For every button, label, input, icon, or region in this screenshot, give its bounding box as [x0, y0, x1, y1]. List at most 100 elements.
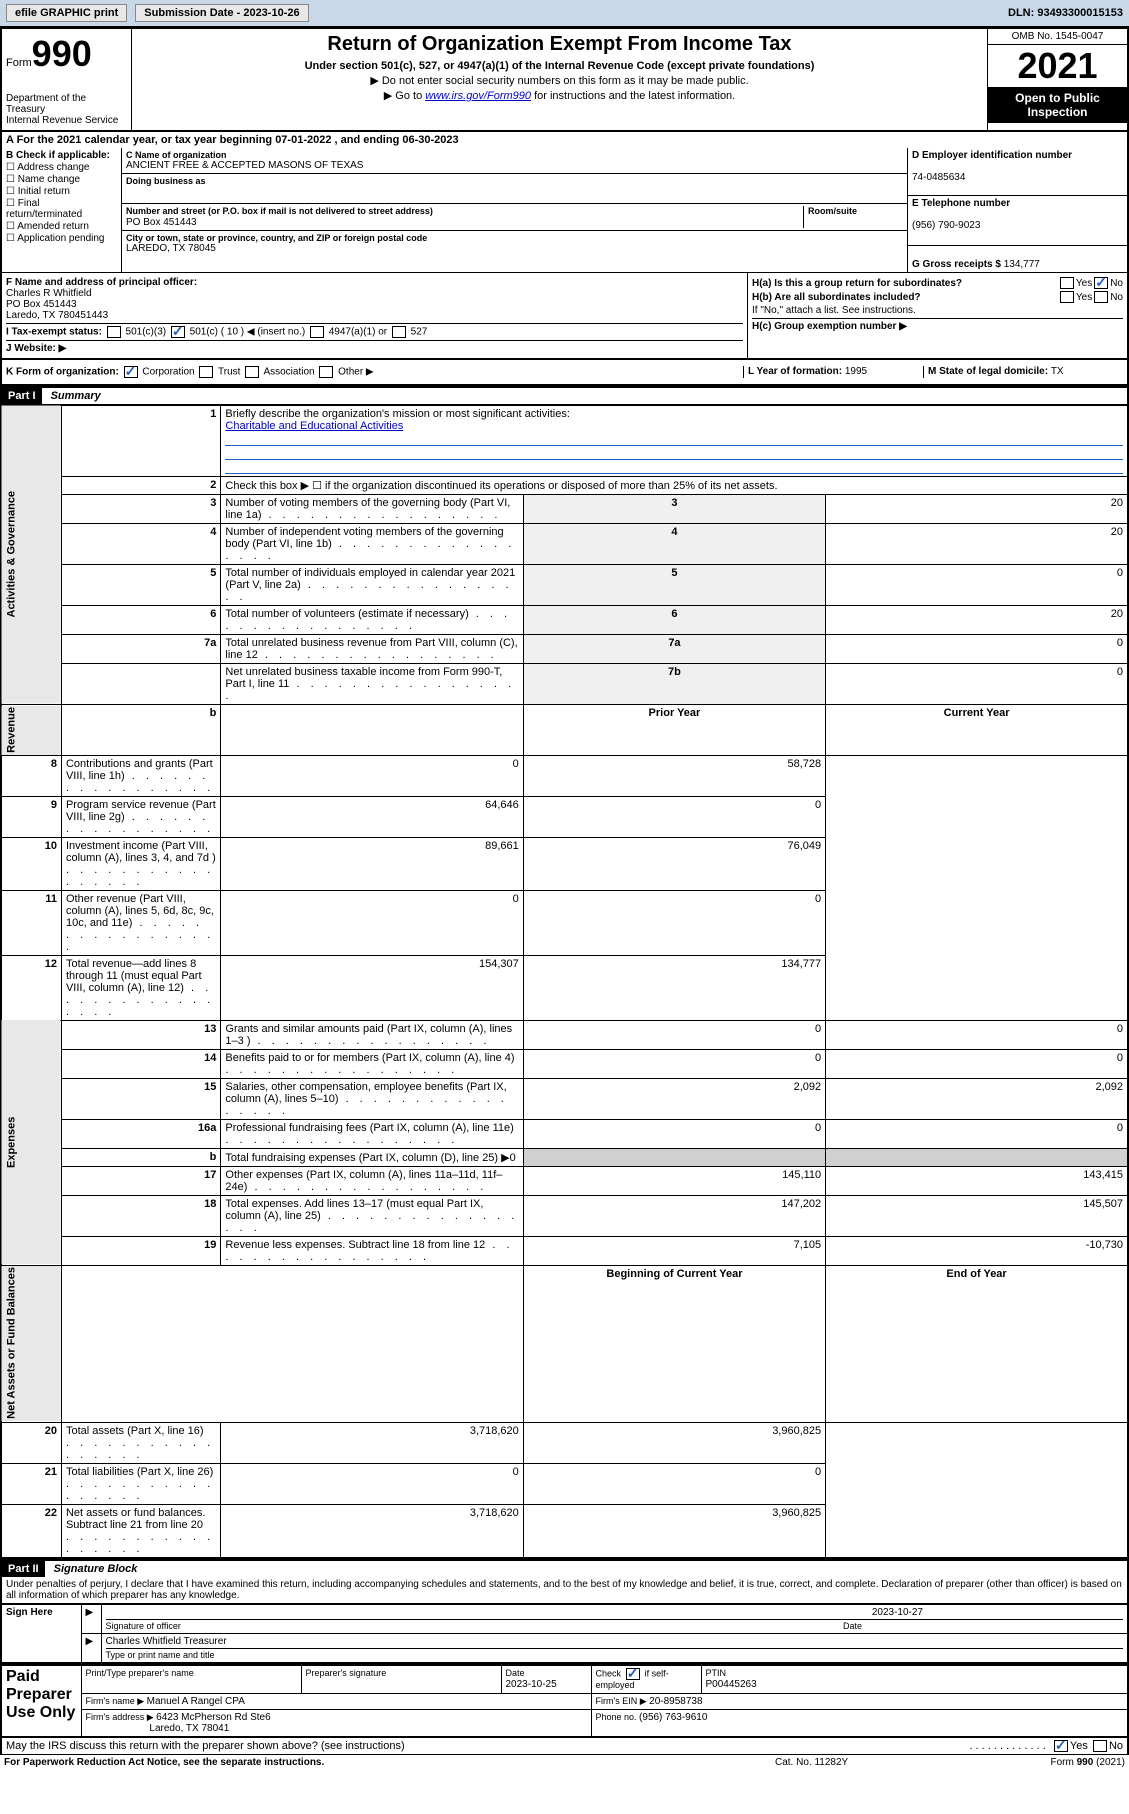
part1-header-row: Part I Summary	[0, 386, 1129, 404]
line1-text: Charitable and Educational Activities	[225, 420, 403, 432]
vtab-revenue: Revenue	[1, 705, 61, 756]
ha-no[interactable]	[1094, 277, 1108, 289]
line-desc: Total number of individuals employed in …	[221, 565, 523, 606]
irs-link[interactable]: www.irs.gov/Form990	[425, 90, 531, 102]
hb-no[interactable]	[1094, 291, 1108, 303]
header-center: Return of Organization Exempt From Incom…	[132, 29, 987, 130]
line-no: 4	[61, 524, 220, 565]
line-no: 6	[61, 606, 220, 635]
row-k: K Form of organization: Corporation Trus…	[0, 360, 1129, 386]
end-year-head: End of Year	[826, 1265, 1128, 1422]
form-word: Form	[6, 57, 32, 69]
instruction-2: ▶ Go to www.irs.gov/Form990 for instruct…	[136, 89, 983, 102]
org-name: ANCIENT FREE & ACCEPTED MASONS OF TEXAS	[126, 160, 903, 171]
chk-527[interactable]	[392, 326, 406, 338]
declaration-text: Under penalties of perjury, I declare th…	[0, 1577, 1129, 1603]
ein-value: 74-0485634	[912, 172, 965, 183]
row-a-tax-year: A For the 2021 calendar year, or tax yea…	[0, 132, 1129, 148]
chk-final-return[interactable]: ☐ Final return/terminated	[6, 198, 117, 220]
line-box: 7b	[523, 664, 825, 705]
column-b-checkboxes: B Check if applicable: ☐ Address change …	[2, 148, 122, 272]
omb-number: OMB No. 1545-0047	[988, 29, 1127, 45]
footer-right: Form 990 (2021)	[975, 1757, 1125, 1768]
chk-corp[interactable]	[124, 366, 138, 378]
section-fh: F Name and address of principal officer:…	[0, 272, 1129, 360]
column-h: H(a) Is this a group return for subordin…	[747, 273, 1127, 358]
sign-here-table: Sign Here ▶ 2023-10-27 Signature of offi…	[0, 1603, 1129, 1664]
e-phone-label: E Telephone number	[912, 198, 1010, 209]
part1-title: Summary	[45, 388, 107, 404]
line-value: 20	[826, 606, 1128, 635]
paid-preparer-table: Paid Preparer Use Only Print/Type prepar…	[0, 1664, 1129, 1738]
line-desc: Number of independent voting members of …	[221, 524, 523, 565]
c-street-label: Number and street (or P.O. box if mail i…	[126, 206, 433, 216]
org-street: PO Box 451443	[126, 217, 197, 228]
chk-assoc[interactable]	[245, 366, 259, 378]
part2-header: Part II	[2, 1561, 45, 1577]
prep-date-label: Date	[506, 1668, 525, 1678]
chk-other[interactable]	[319, 366, 333, 378]
chk-address-change[interactable]: ☐ Address change	[6, 162, 117, 173]
c-suite-label: Room/suite	[808, 206, 857, 216]
chk-initial-return[interactable]: ☐ Initial return	[6, 186, 117, 197]
chk-501c[interactable]	[171, 326, 185, 338]
m-value: TX	[1051, 366, 1064, 377]
section-bc: B Check if applicable: ☐ Address change …	[0, 148, 1129, 272]
ha-label: H(a) Is this a group return for subordin…	[752, 278, 1058, 289]
chk-4947[interactable]	[310, 326, 324, 338]
line-desc: Number of voting members of the governin…	[221, 495, 523, 524]
sign-here-label: Sign Here	[1, 1604, 81, 1663]
line-desc: Net unrelated business taxable income fr…	[221, 664, 523, 705]
chk-application-pending[interactable]: ☐ Application pending	[6, 233, 117, 244]
chk-501c3[interactable]	[107, 326, 121, 338]
chk-name-change[interactable]: ☐ Name change	[6, 174, 117, 185]
part2-title: Signature Block	[48, 1561, 144, 1577]
prep-date: 2023-10-25	[506, 1679, 557, 1690]
line-box: 3	[523, 495, 825, 524]
vtab-expenses: Expenses	[1, 1020, 61, 1265]
m-label: M State of legal domicile:	[928, 366, 1051, 377]
line-box: 5	[523, 565, 825, 606]
hb-note: If "No," attach a list. See instructions…	[752, 305, 916, 316]
current-year-head: Current Year	[826, 705, 1128, 756]
line-value: 0	[826, 664, 1128, 705]
line-box: 4	[523, 524, 825, 565]
beg-year-head: Beginning of Current Year	[523, 1265, 825, 1422]
dept-treasury: Department of the Treasury Internal Reve…	[6, 93, 127, 126]
part1-header: Part I	[2, 388, 42, 404]
may-discuss-row: May the IRS discuss this return with the…	[0, 1738, 1129, 1754]
column-c: C Name of organization ANCIENT FREE & AC…	[122, 148, 907, 272]
prep-sig-label: Preparer's signature	[306, 1668, 387, 1678]
k-label: K Form of organization:	[6, 367, 119, 378]
phone-value: (956) 790-9023	[912, 220, 980, 231]
footer-left: For Paperwork Reduction Act Notice, see …	[4, 1757, 775, 1768]
vtab-net: Net Assets or Fund Balances	[1, 1265, 61, 1422]
line2: Check this box ▶ ☐ if the organization d…	[221, 477, 1128, 495]
chk-amended[interactable]: ☐ Amended return	[6, 221, 117, 232]
top-bar: efile GRAPHIC print Submission Date - 20…	[0, 0, 1129, 27]
sig-date: 2023-10-27	[872, 1607, 923, 1618]
chk-self-employed[interactable]	[626, 1668, 640, 1680]
efile-print-button[interactable]: efile GRAPHIC print	[6, 4, 127, 22]
may-yes[interactable]	[1054, 1740, 1068, 1752]
instruction-1: ▶ Do not enter social security numbers o…	[136, 74, 983, 87]
may-no[interactable]	[1093, 1740, 1107, 1752]
line-no: 3	[61, 495, 220, 524]
firm-phone: (956) 763-9610	[639, 1712, 707, 1723]
submission-date-label: Submission Date -	[144, 7, 243, 19]
form-header: Form 990 Department of the Treasury Inte…	[0, 27, 1129, 132]
column-d: D Employer identification number 74-0485…	[907, 148, 1127, 272]
line-no	[61, 664, 220, 705]
l-label: L Year of formation:	[748, 366, 845, 377]
sig-officer-label: Signature of officer	[106, 1621, 844, 1631]
submission-date-button[interactable]: Submission Date - 2023-10-26	[135, 4, 308, 22]
hb-label: H(b) Are all subordinates included?	[752, 292, 1058, 303]
c-name-label: C Name of organization	[126, 150, 903, 160]
ha-yes[interactable]	[1060, 277, 1074, 289]
hb-yes[interactable]	[1060, 291, 1074, 303]
footer: For Paperwork Reduction Act Notice, see …	[0, 1754, 1129, 1770]
part2-header-row: Part II Signature Block	[0, 1559, 1129, 1577]
chk-trust[interactable]	[199, 366, 213, 378]
line-box: 7a	[523, 635, 825, 664]
officer-name-title: Charles Whitfield Treasurer	[106, 1636, 1124, 1649]
